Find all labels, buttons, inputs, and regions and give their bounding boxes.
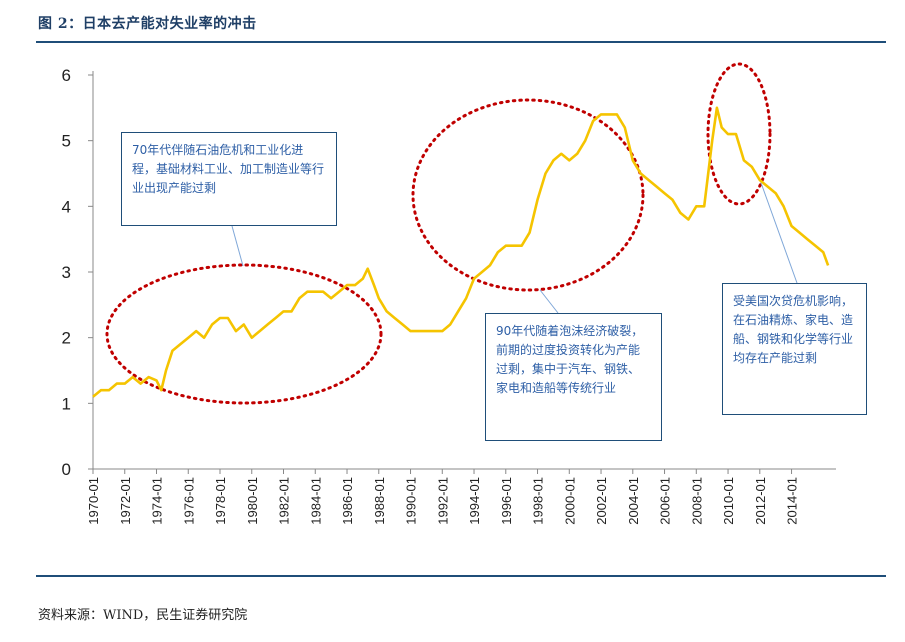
annotation-box-1970s: 70年代伴随石油危机和工业化进程，基础材料工业、加工制造业等行业出现产能过剩 [121,132,337,226]
bottom-rule [36,575,886,577]
y-tick-label: 6 [62,66,71,85]
x-tick-label: 1992-01 [435,477,450,525]
x-tick-label: 2014-01 [785,477,800,525]
leader-line-2008 [759,179,798,284]
x-tick-label: 1994-01 [467,477,482,525]
annotation-box-2008: 受美国次贷危机影响，在石油精炼、家电、造船、钢铁和化学等行业均存在产能过剩 [722,283,867,415]
x-tick-label: 2002-01 [594,477,609,525]
x-tick-label: 1984-01 [308,477,323,525]
leader-line-1970s [231,225,244,267]
x-tick-label: 1976-01 [181,477,196,525]
x-tick-label: 1978-01 [213,477,228,525]
x-tick-label: 1990-01 [404,477,419,525]
highlight-ellipse-1970s [105,263,383,405]
x-tick-label: 2010-01 [721,477,736,525]
x-tick-label: 2008-01 [689,477,704,525]
highlight-ellipse-1990s [411,98,645,292]
y-tick-label: 1 [62,394,71,413]
y-tick-label: 0 [62,460,71,479]
x-tick-label: 1972-01 [118,477,133,525]
annotation-box-1990s: 90年代随着泡沫经济破裂，前期的过度投资转化为产能过剩，集中于汽车、钢铁、家电和… [485,313,662,441]
y-tick-label: 2 [62,329,71,348]
x-tick-label: 1986-01 [340,477,355,525]
chart-area: 0 1 2 3 4 5 6 1970-01 1972-01 1974-01 1976-01 1978-… [62,62,836,525]
y-tick-label: 3 [62,263,71,282]
top-rule [36,41,886,43]
x-tick-label: 1974-01 [150,477,165,525]
leader-line-1990s [539,289,559,314]
x-tick-label: 1982-01 [277,477,292,525]
x-tick-label: 1998-01 [531,477,546,525]
x-tick-label: 1970-01 [86,477,101,525]
x-tick-label: 1996-01 [499,477,514,525]
x-tick-label: 2006-01 [658,477,673,525]
x-tick-label: 1988-01 [372,477,387,525]
unemployment-rate-line [92,106,830,398]
x-tick-label: 2012-01 [753,477,768,525]
y-tick-label: 4 [62,197,71,216]
x-tick-label: 2004-01 [626,477,641,525]
x-tick-label: 2000-01 [562,477,577,525]
x-tick-label: 1980-01 [245,477,260,525]
source-note: 资料来源：WIND，民生证券研究院 [38,608,248,623]
highlight-ellipse-2008 [706,62,772,206]
y-tick-label: 5 [62,132,71,151]
figure-title: 图 2：日本去产能对失业率的冲击 [38,16,257,32]
